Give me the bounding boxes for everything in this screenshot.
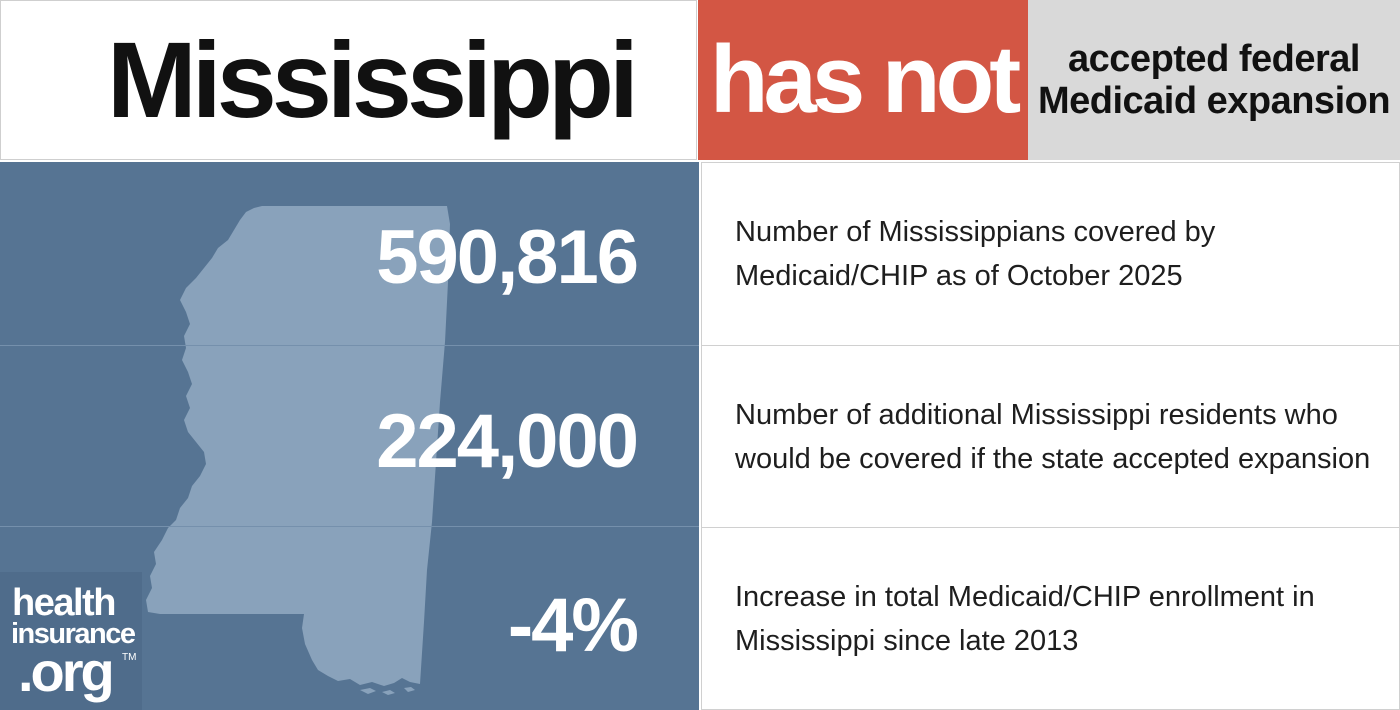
description-row: Increase in total Medicaid/CHIP enrollme… [701, 527, 1400, 710]
mississippi-map-icon [146, 206, 450, 695]
logo-line-org: .org [18, 640, 115, 703]
stat-description-enrollment-change: Increase in total Medicaid/CHIP enrollme… [735, 580, 1315, 657]
state-name: Mississippi [106, 19, 639, 140]
description-row: Number of Mississippians covered by Medi… [701, 162, 1400, 346]
row-divider [0, 345, 699, 346]
row-divider [0, 526, 699, 527]
stats-panel: 590,816 224,000 -4% health insurance .or… [0, 162, 699, 710]
healthinsurance-org-logo: health insurance .org TM [0, 572, 142, 710]
expansion-description-line2: Medicaid expansion [1037, 80, 1391, 122]
stat-description-additional-coverage: Number of additional Mississippi residen… [735, 398, 1371, 475]
logo-trademark: TM [122, 652, 137, 663]
expansion-status-box: has not [698, 0, 1028, 160]
logo-line-insurance: insurance [11, 618, 136, 650]
stat-value-additional-coverage: 224,000 [376, 399, 639, 484]
state-name-box: Mississippi [0, 0, 697, 160]
descriptions-panel: Number of Mississippians covered by Medi… [701, 162, 1400, 710]
logo-line-health: health [12, 582, 116, 624]
stat-value-enrollment-change: -4% [507, 583, 639, 668]
expansion-description-line1: accepted federal [1068, 38, 1360, 80]
stat-description-medicaid-enrollment: Number of Mississippians covered by Medi… [735, 216, 1216, 292]
stat-value-medicaid-enrollment: 590,816 [376, 215, 639, 300]
expansion-status: has not [709, 26, 1021, 133]
description-row: Number of additional Mississippi residen… [701, 345, 1400, 528]
expansion-description-box: accepted federal Medicaid expansion [1028, 0, 1400, 160]
